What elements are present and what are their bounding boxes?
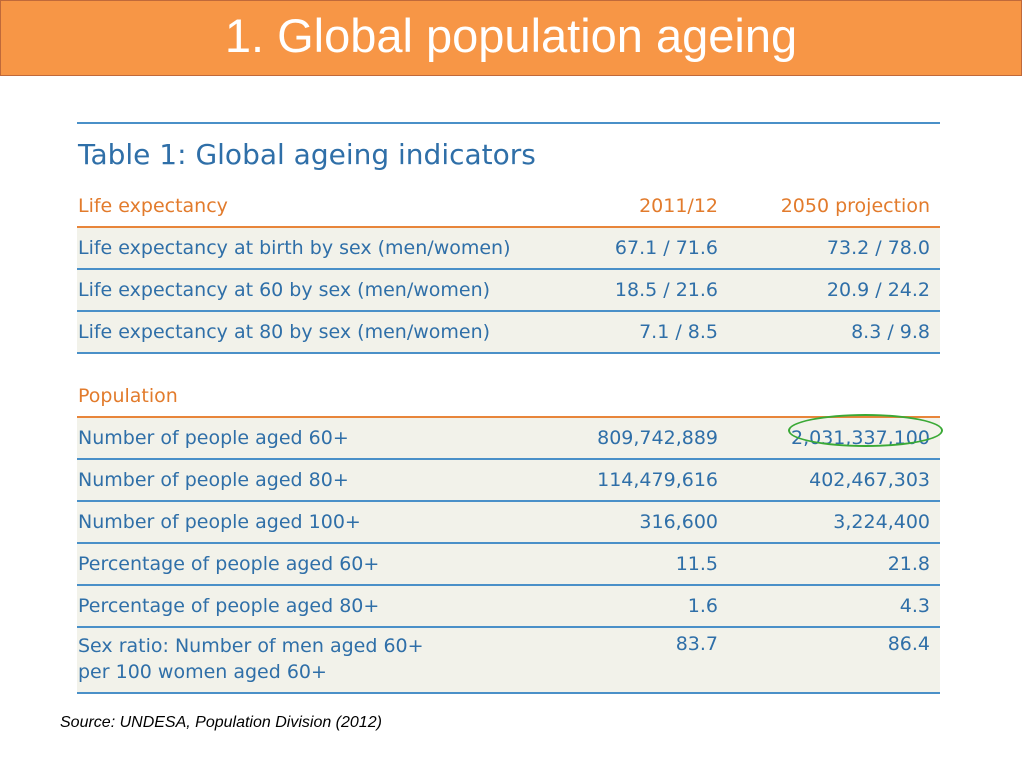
table-row: Number of people aged 80+ 114,479,616 40… [77,460,940,502]
table-row: Percentage of people aged 60+ 11.5 21.8 [77,544,940,586]
table-row: Percentage of people aged 80+ 1.6 4.3 [77,586,940,628]
table-row: Life expectancy at 60 by sex (men/women)… [77,270,940,312]
value-2011: 67.1 / 71.6 [614,237,718,259]
table-row: Number of people aged 100+ 316,600 3,224… [77,502,940,544]
ageing-indicators-table: Table 1: Global ageing indicators Life e… [77,122,943,694]
value-2050: 402,467,303 [809,469,930,491]
source-note: Source: UNDESA, Population Division (201… [60,714,382,731]
value-2050: 3,224,400 [833,511,930,533]
value-2050: 86.4 [887,633,930,655]
section-label: Population [78,385,178,407]
value-2050-highlighted: 2,031,337,100 [724,414,943,449]
table-row: Life expectancy at birth by sex (men/wom… [77,228,940,270]
value-2050: 20.9 / 24.2 [826,279,930,301]
value-2011: 114,479,616 [597,469,718,491]
value-2050: 21.8 [887,553,930,575]
row-label: Sex ratio: Number of men aged 60+ per 10… [77,633,538,685]
section-header-population: Population [77,374,940,418]
value-2011: 7.1 / 8.5 [639,321,718,343]
highlight-circle [788,414,943,447]
row-label-line-1: Sex ratio: Number of men aged 60+ [78,635,424,657]
value-2050: 73.2 / 78.0 [826,237,930,259]
value-2050: 8.3 / 9.8 [851,321,930,343]
value-2011: 1.6 [687,595,718,617]
column-header-2050: 2050 projection [780,195,930,217]
value-2050: 4.3 [899,595,930,617]
row-label-line-2: per 100 women aged 60+ [78,661,327,683]
title-bar: 1. Global population ageing [0,0,1022,76]
table-row: Number of people aged 60+ 809,742,889 2,… [77,414,943,460]
column-header-2011: 2011/12 [639,195,718,217]
value-2011: 18.5 / 21.6 [614,279,718,301]
section-label: Life expectancy [78,195,228,217]
value-2011: 11.5 [675,553,718,575]
row-label: Number of people aged 100+ [78,511,361,533]
table-top-rule [77,122,940,124]
row-label: Life expectancy at 80 by sex (men/women) [78,321,491,343]
value-2011: 83.7 [675,633,718,655]
section-gap [77,354,940,374]
table-row: Sex ratio: Number of men aged 60+ per 10… [77,628,940,694]
table-row: Life expectancy at 80 by sex (men/women)… [77,312,940,354]
value-2011: 316,600 [639,511,718,533]
value-2011: 809,742,889 [597,427,718,449]
section-header-life-expectancy: Life expectancy 2011/12 2050 projection [77,186,940,228]
row-label: Number of people aged 80+ [78,469,349,491]
row-label: Life expectancy at birth by sex (men/wom… [78,237,511,259]
row-label: Number of people aged 60+ [78,427,349,449]
slide-title: 1. Global population ageing [224,8,798,62]
row-label: Percentage of people aged 60+ [78,553,380,575]
row-label: Percentage of people aged 80+ [78,595,380,617]
table-caption: Table 1: Global ageing indicators [78,138,536,171]
row-label: Life expectancy at 60 by sex (men/women) [78,279,491,301]
